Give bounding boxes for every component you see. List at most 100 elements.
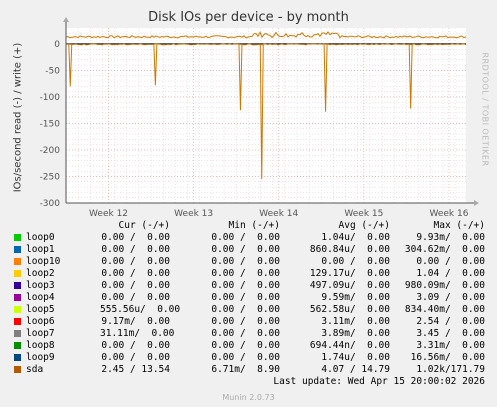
legend-name: sda [26, 364, 44, 375]
chart-title: Disk IOs per device - by month [148, 10, 349, 25]
legend-avg: 562.58u/ 0.00 [309, 304, 390, 315]
legend-header-cur: Cur (-/+) [118, 220, 170, 231]
legend-swatch [14, 330, 21, 337]
legend-min: 0.00 / 0.00 [211, 340, 280, 351]
legend-avg: 694.44n/ 0.00 [309, 340, 390, 351]
legend-name: loop1 [26, 244, 55, 255]
legend-max: 980.09m/ 0.00 [404, 280, 485, 291]
legend-cur: 0.00 / 0.00 [101, 244, 170, 255]
legend-max: 1.02k/171.79 [416, 364, 485, 375]
x-tick-label: Week 15 [344, 209, 383, 219]
legend-max: 9.93m/ 0.00 [416, 232, 485, 243]
legend-min: 0.00 / 0.00 [211, 316, 280, 327]
legend-cur: 0.00 / 0.00 [101, 340, 170, 351]
legend-name: loop4 [26, 292, 55, 303]
legend-max: 0.00 / 0.00 [416, 256, 485, 267]
legend-swatch [14, 318, 21, 325]
legend-name: loop6 [26, 316, 55, 327]
legend-header-min: Min (-/+) [228, 220, 280, 231]
series-point-sda-read-spike [68, 43, 73, 87]
legend-max: 16.56m/ 0.00 [410, 352, 485, 363]
legend-min: 0.00 / 0.00 [211, 292, 280, 303]
legend-avg: 860.84u/ 0.00 [309, 244, 390, 255]
y-tick-label: 0 [54, 40, 60, 50]
legend-cur: 0.00 / 0.00 [101, 352, 170, 363]
series-line-sda-write [65, 31, 467, 39]
legend-max: 834.40m/ 0.00 [404, 304, 485, 315]
series-point-sda-read-spike [153, 43, 158, 86]
x-tick-label: Week 13 [174, 209, 213, 219]
y-tick-label: -100 [40, 93, 61, 103]
legend-min: 0.00 / 0.00 [211, 268, 280, 279]
plot-area [66, 28, 466, 203]
x-axis-arrow-icon [474, 200, 479, 206]
legend-name: loop10 [26, 256, 61, 267]
legend-min: 0.00 / 0.00 [211, 328, 280, 339]
series-point-sda-read-spike [259, 43, 264, 180]
legend-swatch [14, 294, 21, 301]
legend-avg: 129.17u/ 0.00 [309, 268, 390, 279]
legend-name: loop3 [26, 280, 55, 291]
y-tick-label: -50 [45, 66, 60, 76]
legend-min: 0.00 / 0.00 [211, 232, 280, 243]
legend-header-avg: Avg (-/+) [338, 220, 390, 231]
legend-avg: 1.04u/ 0.00 [321, 232, 390, 243]
legend-max: 3.09 / 0.00 [416, 292, 485, 303]
legend-cur: 0.00 / 0.00 [101, 280, 170, 291]
series-point-sda-read-spike [323, 43, 328, 112]
legend-min: 0.00 / 0.00 [211, 352, 280, 363]
legend-swatch [14, 366, 21, 373]
legend-name: loop5 [26, 304, 55, 315]
legend-avg: 3.11m/ 0.00 [321, 316, 390, 327]
legend-avg: 0.00 / 0.00 [321, 256, 390, 267]
legend-max: 304.62m/ 0.00 [404, 244, 485, 255]
legend-avg: 3.89m/ 0.00 [321, 328, 390, 339]
x-tick-label: Week 14 [259, 209, 298, 219]
legend-min: 6.71m/ 8.90 [211, 364, 280, 375]
legend-min: 0.00 / 0.00 [211, 304, 280, 315]
series-point-sda-read-spike [408, 43, 413, 109]
legend-cur: 0.00 / 0.00 [101, 232, 170, 243]
legend-swatch [14, 282, 21, 289]
legend-cur: 9.17m/ 0.00 [101, 316, 170, 327]
legend-cur: 2.45 / 13.54 [101, 364, 170, 375]
y-axis-arrow-icon [63, 17, 69, 22]
legend-cur: 555.56u/ 0.00 [100, 304, 181, 315]
legend-min: 0.00 / 0.00 [211, 256, 280, 267]
y-tick-label: -300 [40, 199, 61, 209]
legend-avg: 4.07 / 14.79 [321, 364, 390, 375]
legend-name: loop2 [26, 268, 55, 279]
legend-header-max: Max (-/+) [433, 220, 485, 231]
x-tick-label: Week 16 [429, 209, 468, 219]
disk-io-plot: 0 -50 -100 -150 -200 -250 -300 Week 12 Week 13 We… [40, 17, 479, 219]
legend-min: 0.00 / 0.00 [211, 244, 280, 255]
legend-name: loop9 [26, 352, 55, 363]
legend-min: 0.00 / 0.00 [211, 280, 280, 291]
legend-name: loop8 [26, 340, 55, 351]
legend-avg: 9.59m/ 0.00 [321, 292, 390, 303]
legend-swatch [14, 270, 21, 277]
legend-cur: 0.00 / 0.00 [101, 256, 170, 267]
y-tick-label: -150 [40, 119, 61, 129]
legend-swatch [14, 354, 21, 361]
legend-max: 2.54 / 0.00 [416, 316, 485, 327]
legend-swatch [14, 246, 21, 253]
series-line-sda-read [65, 43, 467, 46]
munin-footer: Munin 2.0.73 [222, 393, 275, 402]
legend-swatch [14, 234, 21, 241]
x-tick-label: Week 12 [89, 209, 128, 219]
y-tick-label: -250 [40, 172, 61, 182]
y-tick-label: -200 [40, 146, 61, 156]
legend-name: loop7 [26, 328, 55, 339]
series-point-sda-read-spike [238, 43, 243, 111]
legend-name: loop0 [26, 232, 55, 243]
legend-swatch [14, 306, 21, 313]
legend-cur: 0.00 / 0.00 [101, 292, 170, 303]
legend-cur: 31.11m/ 0.00 [100, 328, 175, 339]
legend-max: 3.31m/ 0.00 [416, 340, 485, 351]
legend-max: 3.45 / 0.00 [416, 328, 485, 339]
last-update-text: Last update: Wed Apr 15 20:00:02 2026 [273, 376, 485, 387]
legend-avg: 1.74u/ 0.00 [321, 352, 390, 363]
legend-swatch [14, 342, 21, 349]
legend-avg: 497.09u/ 0.00 [309, 280, 390, 291]
